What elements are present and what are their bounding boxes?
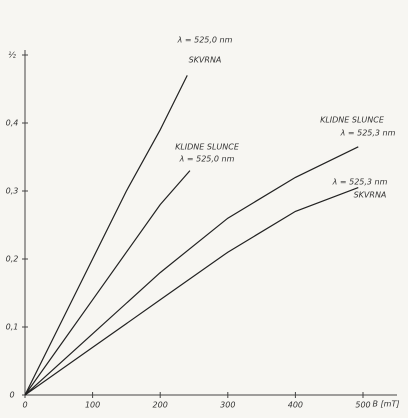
series-line: [24, 75, 188, 396]
y-tick-label: 0: [9, 391, 14, 400]
annotation: λ = 525,3 nm: [340, 129, 396, 138]
annotation: SKVRNA: [354, 191, 387, 200]
y-tick-label: 0,3: [6, 187, 19, 196]
x-tick-label: 300: [220, 401, 235, 410]
series-line: [24, 187, 359, 396]
annotation: λ = 525,0 nm: [179, 155, 235, 164]
x-tick-label: 0: [22, 401, 27, 410]
series-line: [24, 146, 359, 396]
annotation: KLIDNE SLUNCE: [175, 143, 240, 152]
annotation: λ = 525,3 nm: [332, 178, 388, 187]
x-tick-label: 500: [355, 401, 370, 410]
y-tick-label: 0,2: [6, 255, 19, 264]
annotation: KLIDNE SLUNCE: [320, 116, 385, 125]
annotation: λ = 525,0 nm: [177, 36, 233, 45]
x-axis-label: B [mT]: [373, 400, 400, 409]
annotation: SKVRNA: [189, 56, 222, 65]
x-tick-label: 200: [153, 401, 168, 410]
series-line: [24, 170, 191, 396]
x-tick-label: 400: [288, 401, 303, 410]
y-tick-label: 0,1: [6, 323, 19, 332]
y-tick-label: ½: [8, 51, 16, 60]
x-tick-label: 100: [85, 401, 100, 410]
y-tick-label: 0,4: [6, 119, 19, 128]
